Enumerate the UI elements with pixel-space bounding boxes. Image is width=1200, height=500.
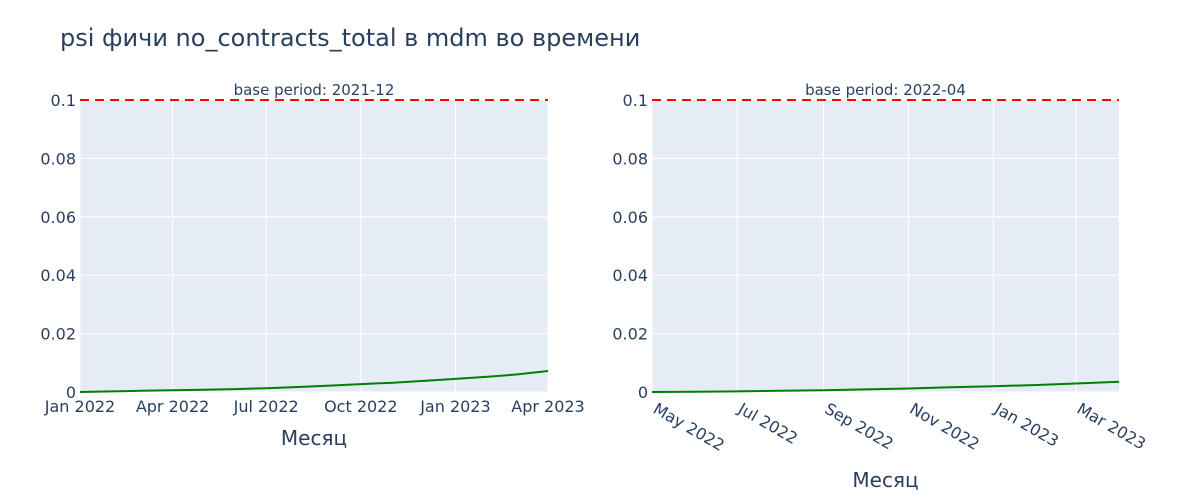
series-line (651, 380, 1120, 393)
x-tick-label: Apr 2023 (511, 397, 584, 416)
y-tick-label: 0.1 (623, 91, 648, 110)
x-tick-label: Apr 2022 (136, 397, 209, 416)
x-tick-label: Nov 2022 (907, 399, 983, 454)
y-tick-label: 0.08 (40, 149, 76, 168)
plot-area (80, 100, 548, 392)
x-tick-label: Sep 2022 (821, 399, 896, 453)
y-tick-label: 0.04 (612, 266, 648, 285)
x-tick-label: Jul 2022 (734, 399, 801, 449)
plot-area (652, 100, 1119, 392)
x-tick-label: May 2022 (650, 399, 728, 455)
y-tick-label: 0.08 (612, 149, 648, 168)
y-tick-label: 0.06 (40, 208, 76, 227)
subplot-title: base period: 2021-12 (234, 81, 395, 99)
x-tick-label: Oct 2022 (324, 397, 397, 416)
gridlines (79, 99, 549, 393)
y-tick-label: 0.02 (612, 325, 648, 344)
subplot-1: 0 0.02 0.04 0.06 0.08 0.1 Jan 2022 Apr 2022 Jul … (40, 81, 584, 450)
series-line (79, 370, 549, 393)
x-tick-label: Jan 2023 (991, 399, 1062, 451)
x-axis-label: Месяц (281, 426, 347, 450)
x-tick-label: Mar 2023 (1074, 399, 1149, 453)
y-tick-label: 0.02 (40, 325, 76, 344)
chart-title: psi фичи no_contracts_total в mdm во вре… (60, 24, 641, 52)
y-tick-label: 0.1 (51, 91, 76, 110)
subplot-2: 0 0.02 0.04 0.06 0.08 0.1 May 2022 Jul 2022 Sep … (612, 81, 1149, 492)
subplot-title: base period: 2022-04 (805, 81, 966, 99)
x-tick-label: Jul 2022 (233, 397, 299, 416)
y-tick-label: 0.06 (612, 208, 648, 227)
y-tick-label: 0.04 (40, 266, 76, 285)
y-tick-label: 0 (638, 383, 648, 402)
x-tick-label: Jan 2022 (44, 397, 115, 416)
y-tick-label: 0 (66, 383, 76, 402)
x-axis-label: Месяц (852, 468, 918, 492)
x-tick-label: Jan 2023 (419, 397, 490, 416)
